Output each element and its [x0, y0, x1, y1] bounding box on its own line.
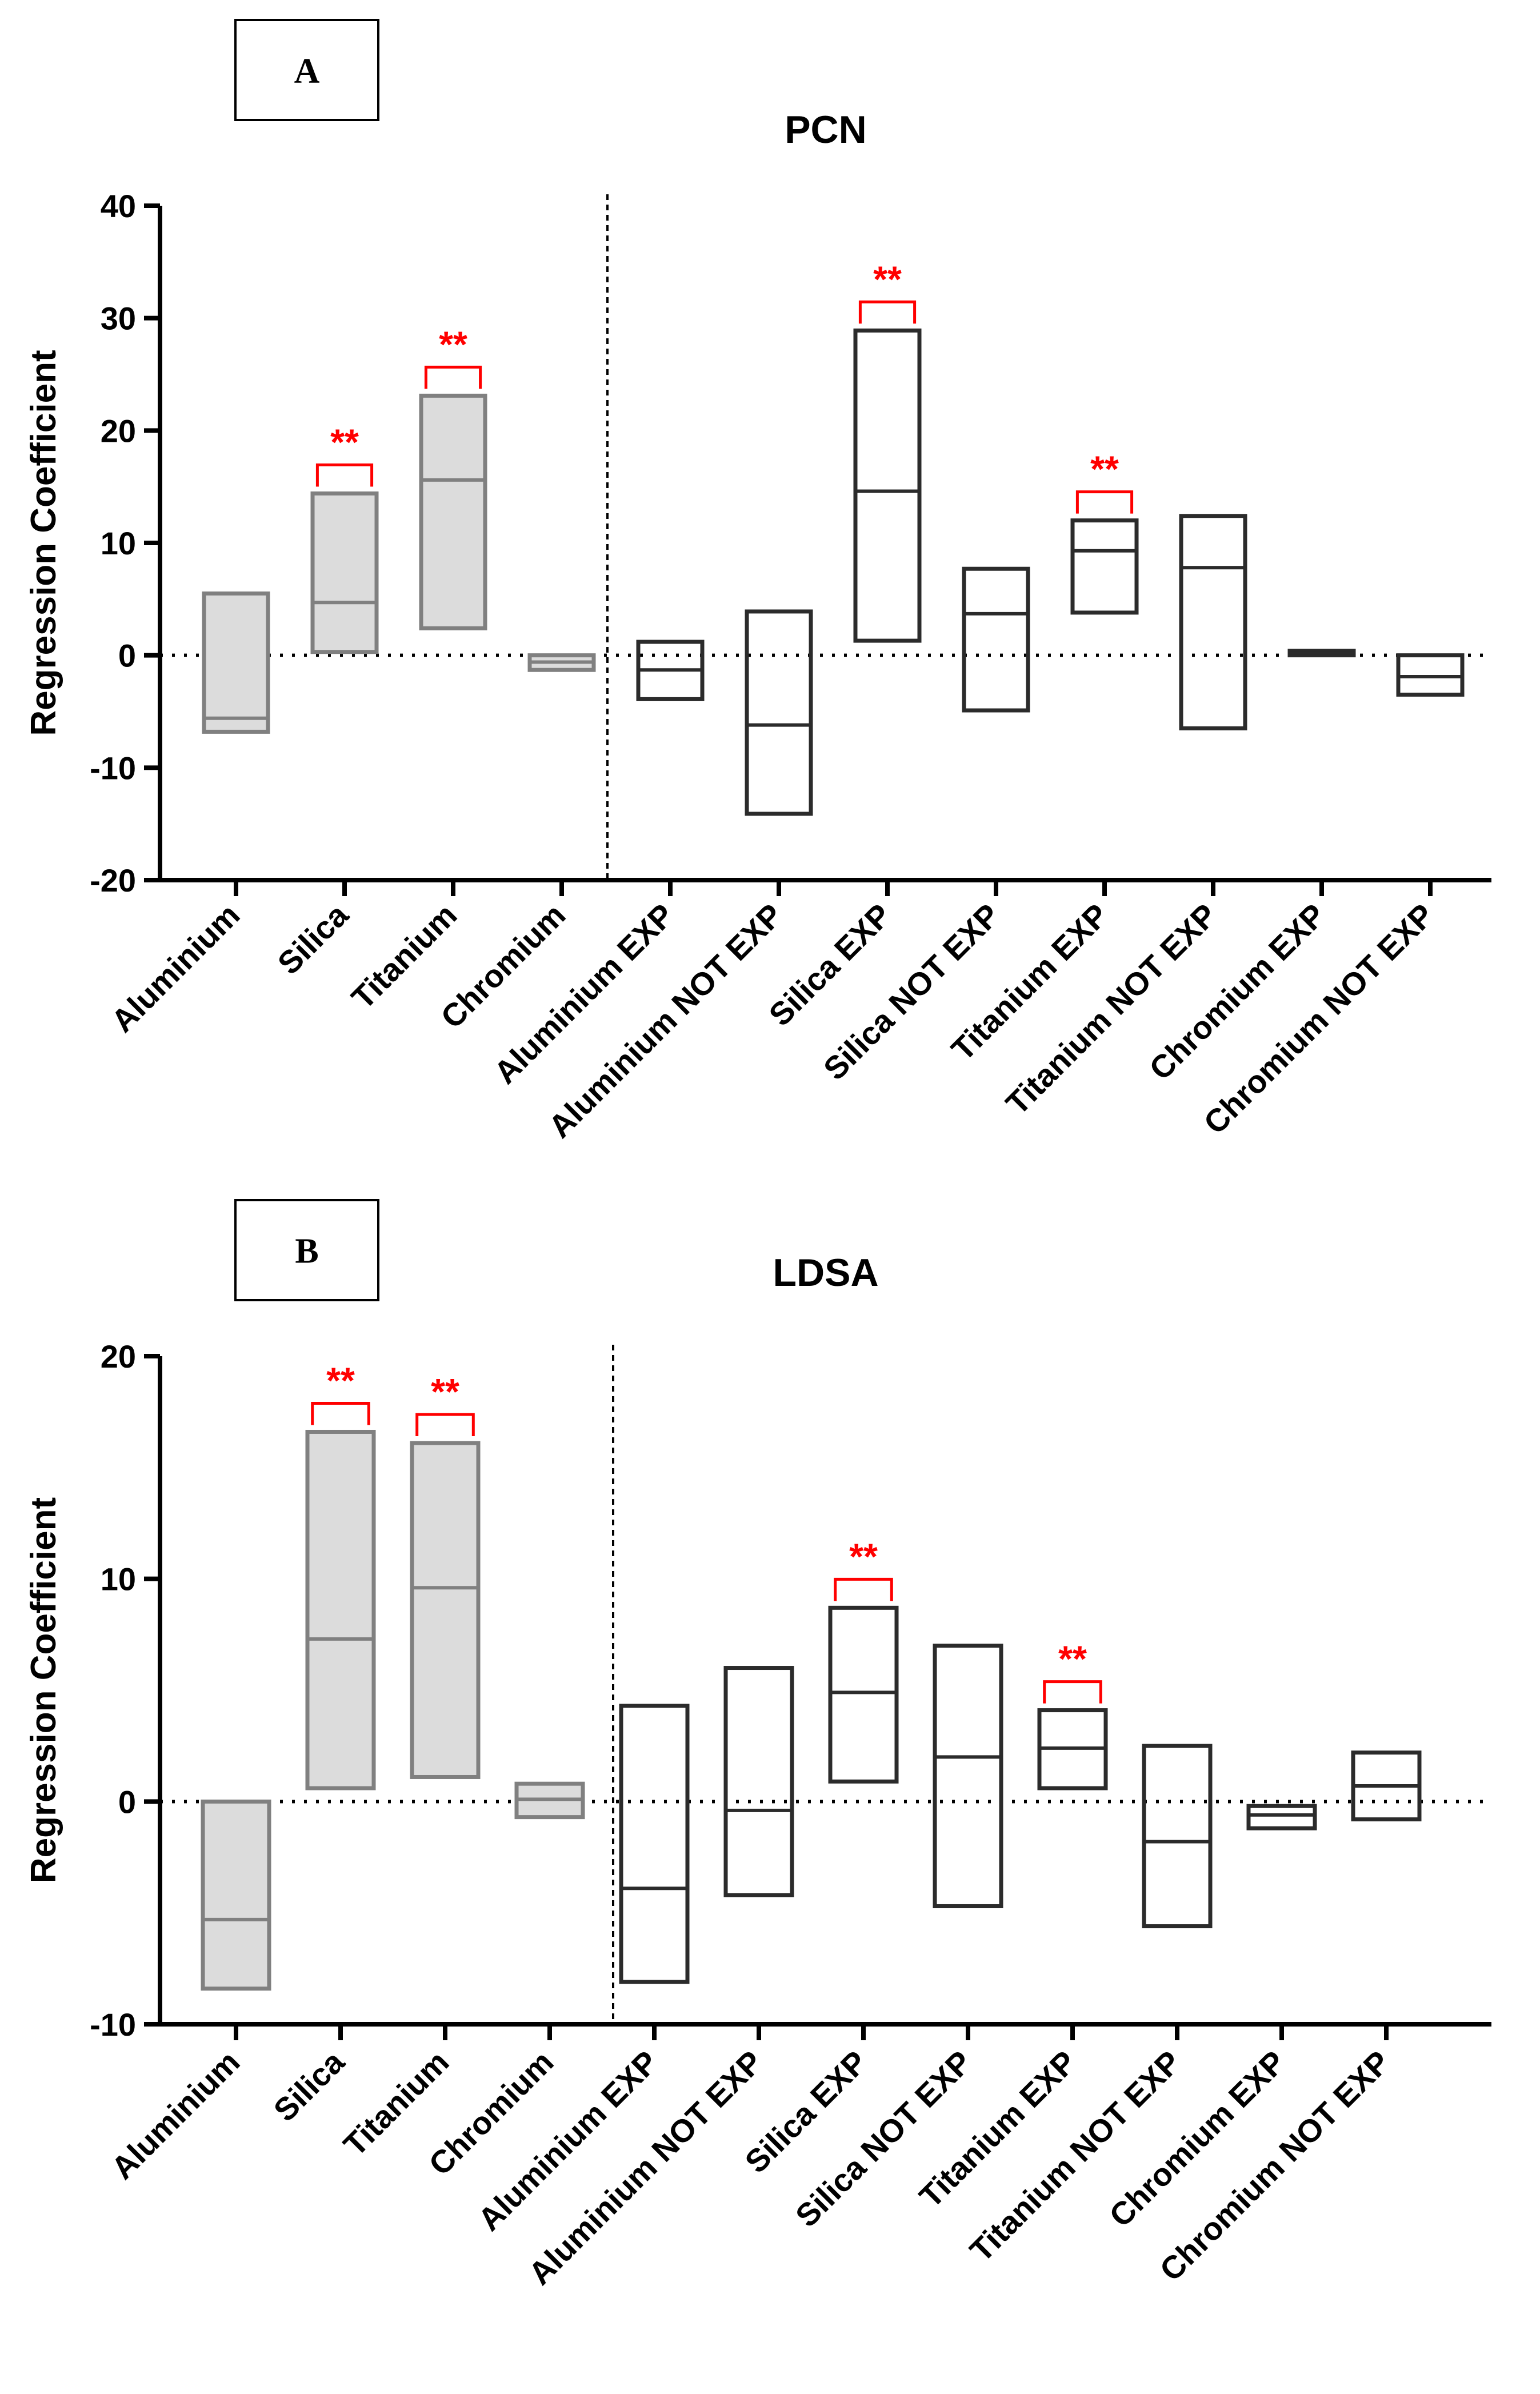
bar-box [962, 566, 1030, 713]
bar-box [310, 491, 379, 654]
bar-box [933, 1644, 1003, 1908]
bar-1 [305, 1429, 376, 1790]
bar-8 [1070, 518, 1139, 615]
x-tick-label: Silica [266, 2043, 351, 2128]
bar-box [853, 328, 922, 643]
significance-marker: ** [1058, 1638, 1087, 1680]
bar-box [1142, 1744, 1213, 1929]
chart-panel-a: A PCN Regression Coefficient -20 -10 0 10 20 30 4… [24, 19, 1491, 1145]
y-tick-label: 20 [101, 1338, 136, 1374]
bar-box [828, 1605, 899, 1784]
x-tick-label: Aluminium [104, 897, 246, 1039]
significance-marker: ** [431, 1371, 459, 1412]
significance-bracket [424, 365, 482, 389]
bar-box [202, 591, 270, 734]
chart-panel-b: B LDSA Regression Coefficient -10 0 10 20 Alumi… [24, 1199, 1491, 2292]
x-tick-label: Silica [270, 896, 355, 981]
bar-box [410, 1441, 481, 1779]
y-tick-label: -10 [90, 2007, 136, 2043]
bar-5 [723, 1666, 794, 1897]
panel-label: B [295, 1232, 318, 1271]
y-tick-label: 10 [101, 1561, 136, 1597]
significance-marker: ** [849, 1536, 878, 1577]
panel-label-box [234, 1199, 379, 1301]
y-axis-label: Regression Coefficient [24, 350, 63, 736]
bar-0 [202, 591, 270, 734]
panel-label: A [294, 52, 320, 91]
y-tick-label: -20 [90, 862, 136, 898]
x-tick-label: Titanium NOT EXP [999, 897, 1224, 1122]
x-tick-label: Aluminium [104, 2044, 246, 2186]
y-tick-label: 0 [118, 1784, 136, 1820]
significance-marker: ** [326, 1360, 355, 1401]
bar-box [1070, 518, 1139, 615]
chart-title: LDSA [773, 1251, 878, 1294]
bar-8 [1037, 1708, 1108, 1790]
bar-3 [514, 1781, 585, 1820]
y-tick-label: 20 [101, 413, 136, 449]
significance-bracket [1043, 1680, 1102, 1704]
bar-6 [828, 1605, 899, 1784]
bar-9 [1142, 1744, 1213, 1929]
bar-box [619, 1704, 690, 1984]
significance-bracket [415, 1413, 475, 1436]
x-tick-label: Chromium EXP [1102, 2044, 1293, 2234]
bar-7 [933, 1644, 1003, 1908]
significance-bracket [858, 300, 917, 324]
bar-11 [1351, 1750, 1422, 1822]
bar-0 [201, 1799, 271, 1991]
bar-box [723, 1666, 794, 1897]
bar-box [305, 1429, 376, 1790]
bar-box [745, 609, 813, 816]
bar-box [419, 393, 487, 630]
bar-box [1246, 1804, 1317, 1831]
x-tick-label: Silica NOT EXP [789, 2044, 979, 2234]
significance-marker: ** [1090, 449, 1119, 490]
bar-2 [410, 1441, 481, 1779]
y-tick-label: 40 [101, 188, 136, 224]
y-tick-label: -10 [90, 750, 136, 786]
x-tick-label: Aluminium EXP [487, 897, 681, 1090]
bar-1 [310, 491, 379, 654]
bar-box [1179, 514, 1247, 730]
bar-5 [745, 609, 813, 816]
x-tick-label: Aluminium EXP [471, 2044, 665, 2237]
bar-3 [527, 653, 596, 672]
significance-marker: ** [330, 421, 359, 462]
significance-marker: ** [873, 258, 902, 299]
significance-bracket [311, 1401, 370, 1425]
bar-2 [419, 393, 487, 630]
bar-11 [1396, 653, 1465, 697]
bar-6 [853, 328, 922, 643]
y-tick-label: 0 [118, 638, 136, 674]
chart-title: PCN [785, 108, 867, 151]
y-tick-label: 30 [101, 301, 136, 337]
significance-bracket [315, 463, 374, 487]
bar-10 [1287, 649, 1356, 658]
bar-10 [1246, 1804, 1317, 1831]
bar-4 [636, 640, 705, 701]
significance-marker: ** [439, 323, 467, 365]
bar-4 [619, 1704, 690, 1984]
bar-box [201, 1799, 271, 1991]
y-tick-label: 10 [101, 525, 136, 561]
bar-7 [962, 566, 1030, 713]
significance-bracket [834, 1577, 893, 1601]
panel-label-box [234, 19, 379, 121]
y-axis-label: Regression Coefficient [24, 1497, 63, 1883]
bar-9 [1179, 514, 1247, 730]
significance-bracket [1075, 490, 1134, 514]
